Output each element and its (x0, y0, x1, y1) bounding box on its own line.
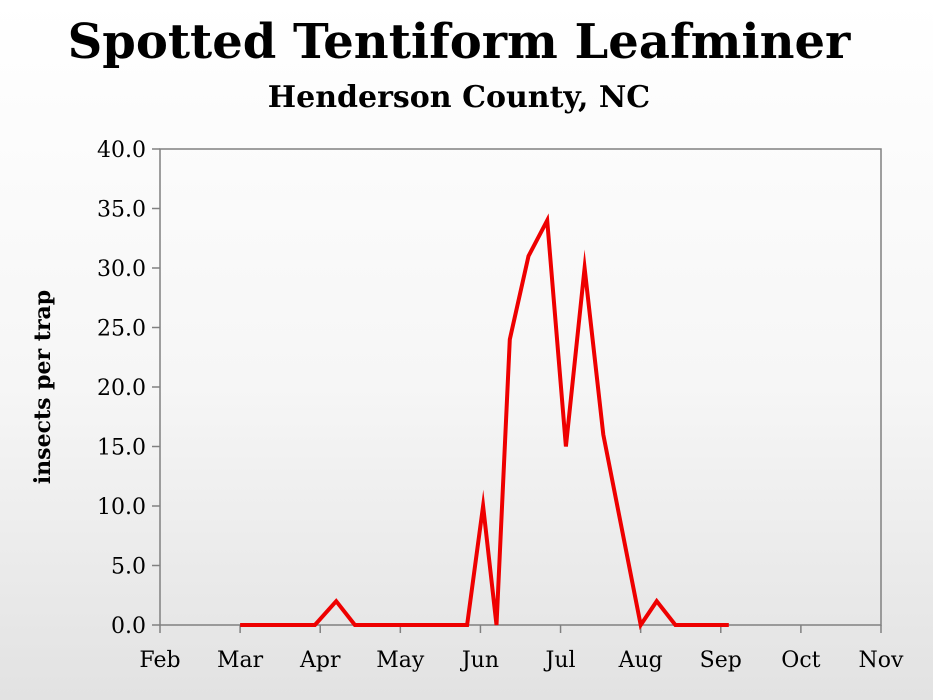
x-tick-label: Sep (700, 648, 742, 673)
series-layer (240, 213, 729, 631)
chart-title: Spotted Tentiform Leafminer (67, 14, 851, 70)
y-axis: 0.0 5.0 10.0 15.0 20.0 25.0 30.0 35.0 40.0 (97, 138, 160, 639)
x-axis: Feb Mar Apr May Jun Jul Aug Sep Oct Nov (139, 625, 904, 673)
x-tick-label: Nov (859, 648, 904, 673)
x-tick-label: Oct (781, 648, 820, 673)
y-tick-label: 25.0 (97, 317, 146, 342)
y-tick-label: 35.0 (97, 198, 146, 223)
x-tick-label: Jun (460, 648, 499, 673)
x-tick-label: May (376, 648, 425, 673)
y-tick-label: 15.0 (97, 436, 146, 461)
plot-frame (159, 148, 882, 626)
y-tick-label: 30.0 (97, 257, 146, 282)
plot-area (159, 148, 882, 626)
y-tick-label: 0.0 (111, 614, 146, 639)
y-tick-label: 40.0 (97, 138, 146, 163)
y-tick-label: 20.0 (97, 376, 146, 401)
x-tick-label: Mar (217, 648, 264, 673)
y-tick-label: 10.0 (97, 495, 146, 520)
x-tick-label: Aug (618, 648, 663, 673)
y-tick-label: 5.0 (111, 555, 146, 580)
x-tick-label: Feb (139, 648, 180, 673)
x-tick-label: Apr (299, 648, 341, 673)
series-line (240, 213, 729, 631)
y-axis-title: insects per trap (30, 290, 56, 484)
x-tick-label: Jul (544, 648, 576, 673)
chart-subtitle: Henderson County, NC (267, 80, 651, 115)
